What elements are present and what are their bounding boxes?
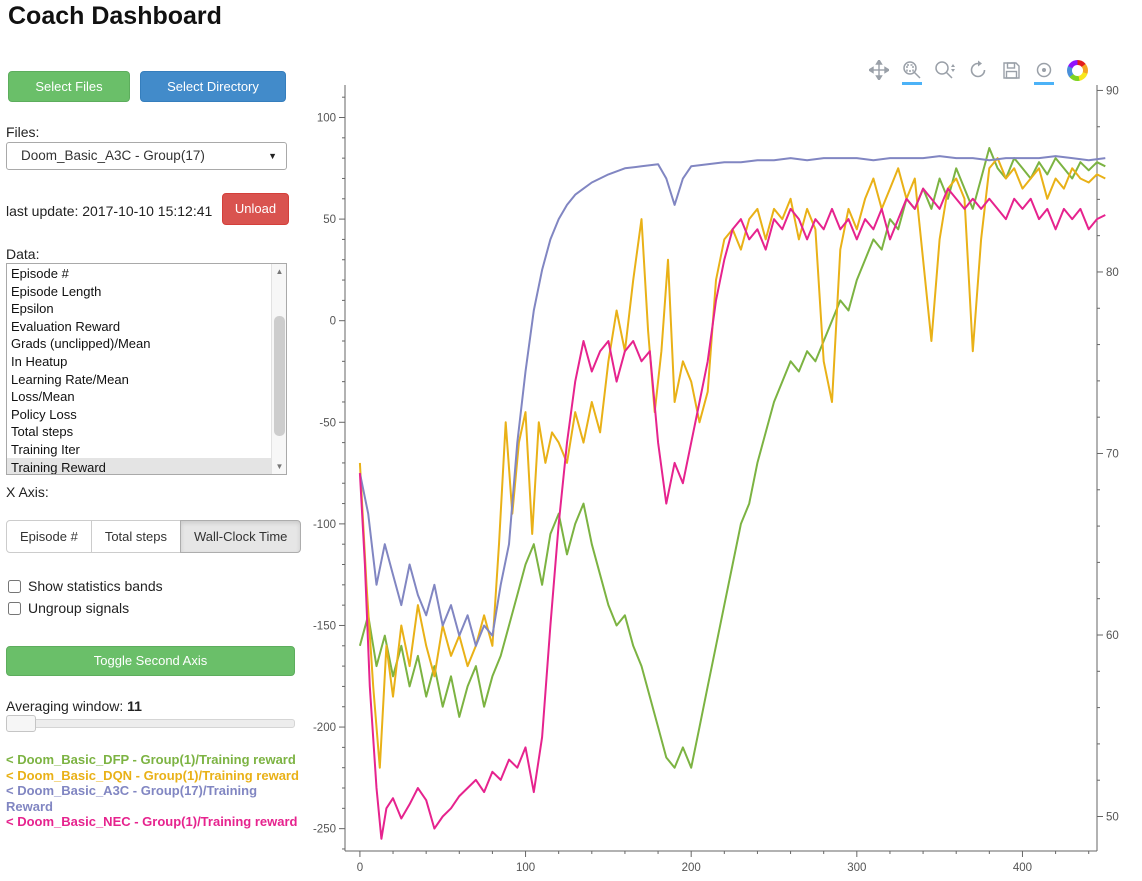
data-listbox-items: Episode # Episode Length Epsilon Evaluation… — [7, 264, 271, 474]
x-axis-option-total-steps[interactable]: Total steps — [90, 520, 181, 553]
data-list-item[interactable]: Evaluation Reward — [11, 318, 121, 334]
data-list-item[interactable]: Episode Length — [11, 283, 102, 299]
data-list-item[interactable]: Epsilon — [11, 301, 54, 317]
checkbox[interactable] — [8, 601, 21, 615]
save-icon — [1002, 61, 1020, 79]
pan-icon — [869, 60, 889, 80]
x-axis-option-episode-[interactable]: Episode # — [6, 520, 92, 553]
wheel-zoom-icon — [935, 61, 955, 79]
x-axis-button-group: Episode # Total steps Wall-Clock Time — [6, 520, 302, 553]
svg-text:50: 50 — [1106, 812, 1119, 824]
svg-text:50: 50 — [323, 214, 336, 226]
data-list-item[interactable]: Policy Loss — [11, 406, 77, 422]
unload-button[interactable]: Unload — [222, 193, 289, 225]
svg-text:300: 300 — [847, 862, 866, 874]
bokeh-logo-tool[interactable] — [1066, 58, 1088, 82]
reset-icon — [970, 60, 986, 78]
wheel-zoom-tool[interactable] — [934, 58, 956, 82]
x-axis-option-wall-clock-time[interactable]: Wall-Clock Time — [179, 520, 302, 553]
legend-item[interactable]: < Doom_Basic_DQN - Group(1)/Training rew… — [6, 767, 299, 783]
data-list-item[interactable]: Training Iter — [11, 441, 80, 457]
dropdown-arrow-icon: ▼ — [268, 151, 277, 161]
checkbox-row[interactable]: Ungroup signals — [8, 597, 163, 619]
data-list-item[interactable]: Grads (unclipped)/Mean — [11, 336, 151, 352]
plot-toolbar — [868, 58, 1099, 85]
svg-text:-200: -200 — [313, 722, 336, 734]
data-list-item[interactable]: Total steps — [11, 424, 74, 440]
select-directory-button[interactable]: Select Directory — [140, 71, 286, 102]
svg-text:80: 80 — [1106, 267, 1119, 279]
legend-item[interactable]: < Doom_Basic_DFP - Group(1)/Training rew… — [6, 752, 296, 767]
averaging-window-label: Averaging window: 11 — [6, 698, 142, 714]
box-zoom-icon — [903, 61, 921, 79]
svg-text:0: 0 — [357, 862, 363, 874]
plot-area[interactable]: 0 100 200 300 400 100 50 0 -50 -100 -150 -200 -250 90… — [300, 55, 1142, 881]
hover-icon — [1036, 62, 1052, 78]
svg-text:90: 90 — [1106, 85, 1119, 97]
bokeh-logo-icon — [1066, 59, 1088, 81]
svg-text:-150: -150 — [313, 620, 336, 632]
checkbox[interactable] — [8, 579, 21, 593]
scroll-down-icon[interactable]: ▼ — [275, 462, 284, 471]
file-select-dropdown[interactable]: Doom_Basic_A3C - Group(17) ▼ — [6, 142, 287, 170]
averaging-window-slider[interactable] — [6, 715, 295, 732]
hover-tool[interactable] — [1033, 58, 1055, 85]
checkbox-label: Ungroup signals — [28, 600, 130, 616]
svg-text:-100: -100 — [313, 519, 336, 531]
toggle-second-axis-button[interactable]: Toggle Second Axis — [6, 646, 295, 676]
pan-tool[interactable] — [868, 58, 890, 82]
data-list-item[interactable]: Loss/Mean — [11, 389, 75, 405]
checkbox-group: Show statistics bands Ungroup signals — [8, 575, 163, 619]
svg-text:60: 60 — [1106, 630, 1119, 642]
svg-text:-50: -50 — [319, 417, 336, 429]
file-select-value: Doom_Basic_A3C - Group(17) — [21, 148, 205, 163]
svg-text:0: 0 — [330, 316, 336, 328]
listbox-scrollbar[interactable]: ▲ ▼ — [271, 264, 286, 474]
checkbox-row[interactable]: Show statistics bands — [8, 575, 163, 597]
data-list-item[interactable]: Episode # — [11, 266, 69, 281]
box-zoom-tool[interactable] — [901, 58, 923, 85]
data-list-item[interactable]: Training Reward — [7, 457, 271, 474]
training-reward-chart[interactable]: 0 100 200 300 400 100 50 0 -50 -100 -150 -200 -250 90… — [300, 55, 1142, 881]
svg-text:200: 200 — [682, 862, 701, 874]
page-title: Coach Dashboard — [8, 2, 222, 30]
select-files-button[interactable]: Select Files — [8, 71, 130, 102]
data-listbox[interactable]: Episode # Episode Length Epsilon Evaluation… — [6, 263, 287, 475]
data-label: Data: — [6, 246, 40, 262]
scrollbar-thumb[interactable] — [274, 316, 285, 436]
svg-text:70: 70 — [1106, 448, 1119, 460]
legend-item[interactable]: < Doom_Basic_A3C - Group(17)/Training Re… — [6, 783, 258, 814]
checkbox-label: Show statistics bands — [28, 578, 163, 594]
series-line — [358, 157, 1106, 769]
svg-text:100: 100 — [516, 862, 535, 874]
series-line — [358, 155, 1106, 647]
scroll-up-icon[interactable]: ▲ — [275, 267, 284, 276]
slider-handle[interactable] — [6, 715, 36, 732]
data-list-item[interactable]: Learning Rate/Mean — [11, 371, 129, 387]
legend: < Doom_Basic_DFP - Group(1)/Training rew… — [6, 752, 300, 830]
series-line — [358, 147, 1106, 769]
files-label: Files: — [6, 124, 40, 140]
series-line — [358, 187, 1106, 840]
x-axis-label: X Axis: — [6, 484, 49, 500]
averaging-window-value: 11 — [127, 698, 142, 714]
svg-text:400: 400 — [1013, 862, 1032, 874]
svg-text:-250: -250 — [313, 824, 336, 836]
data-list-item[interactable]: In Heatup — [11, 353, 68, 369]
svg-text:100: 100 — [317, 113, 336, 125]
last-update-text: last update: 2017-10-10 15:12:41 — [6, 203, 213, 219]
reset-tool[interactable] — [967, 58, 989, 82]
legend-item[interactable]: < Doom_Basic_NEC - Group(1)/Training rew… — [6, 814, 298, 829]
save-tool[interactable] — [1000, 58, 1022, 82]
